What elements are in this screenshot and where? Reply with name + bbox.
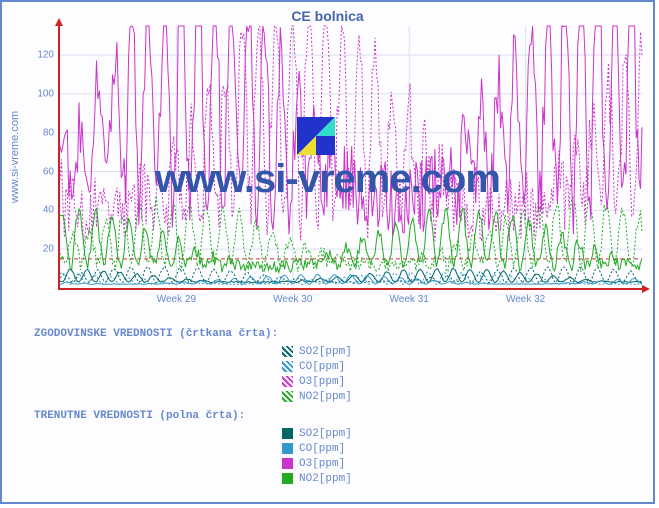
- legend-item-label: CO[ppm]: [299, 443, 345, 455]
- legend-swatch-icon: [282, 443, 293, 454]
- y-axis-label: www.si-vreme.com: [9, 111, 21, 203]
- legend-swatch-icon: [282, 473, 293, 484]
- legend-item-label: NO2[ppm]: [299, 473, 352, 485]
- legend-item-label: SO2[ppm]: [299, 346, 352, 358]
- chart-frame: CE bolnica www.si-vreme.com 204060801001…: [0, 0, 655, 504]
- legend-item: O3[ppm]: [282, 456, 633, 471]
- legend-swatch-icon: [282, 391, 293, 402]
- y-tick-label: 20: [43, 244, 54, 255]
- y-axis-label-container: www.si-vreme.com: [4, 2, 26, 312]
- legend-item-label: O3[ppm]: [299, 458, 345, 470]
- legend-swatch-icon: [282, 376, 293, 387]
- x-axis-arrow-icon: [642, 285, 650, 293]
- legend-item-label: O3[ppm]: [299, 376, 345, 388]
- y-axis-arrow-icon: [55, 18, 63, 26]
- legend-historical-items: SO2[ppm] CO[ppm] O3[ppm] NO2[ppm]: [282, 344, 633, 404]
- legend-swatch-icon: [282, 428, 293, 439]
- legend-item: CO[ppm]: [282, 441, 633, 456]
- legend-item: SO2[ppm]: [282, 426, 633, 441]
- legend-current-items: SO2[ppm] CO[ppm] O3[ppm] NO2[ppm]: [282, 426, 633, 486]
- y-tick-label: 40: [43, 205, 54, 216]
- x-tick-label: Week 32: [506, 294, 545, 305]
- plot-svg: [60, 26, 642, 288]
- y-tick-label: 100: [37, 88, 54, 99]
- legend: ZGODOVINSKE VREDNOSTI (črtkana črta): SO…: [34, 322, 633, 486]
- legend-item-label: NO2[ppm]: [299, 391, 352, 403]
- watermark-logo-icon: [297, 117, 335, 155]
- legend-historical-title: ZGODOVINSKE VREDNOSTI (črtkana črta):: [34, 328, 633, 340]
- legend-item: NO2[ppm]: [282, 471, 633, 486]
- plot-area: 20406080100120Week 29Week 30Week 31Week …: [58, 26, 642, 290]
- legend-swatch-icon: [282, 458, 293, 469]
- x-tick-label: Week 31: [390, 294, 429, 305]
- x-tick-label: Week 29: [157, 294, 196, 305]
- legend-swatch-icon: [282, 361, 293, 372]
- x-tick-label: Week 30: [273, 294, 312, 305]
- y-tick-label: 120: [37, 50, 54, 61]
- chart-title: CE bolnica: [2, 8, 653, 24]
- y-tick-label: 60: [43, 166, 54, 177]
- legend-item: CO[ppm]: [282, 359, 633, 374]
- legend-item: SO2[ppm]: [282, 344, 633, 359]
- legend-current-title: TRENUTNE VREDNOSTI (polna črta):: [34, 410, 633, 422]
- legend-item-label: SO2[ppm]: [299, 428, 352, 440]
- legend-item: NO2[ppm]: [282, 389, 633, 404]
- legend-item-label: CO[ppm]: [299, 361, 345, 373]
- y-tick-label: 80: [43, 127, 54, 138]
- legend-swatch-icon: [282, 346, 293, 357]
- legend-item: O3[ppm]: [282, 374, 633, 389]
